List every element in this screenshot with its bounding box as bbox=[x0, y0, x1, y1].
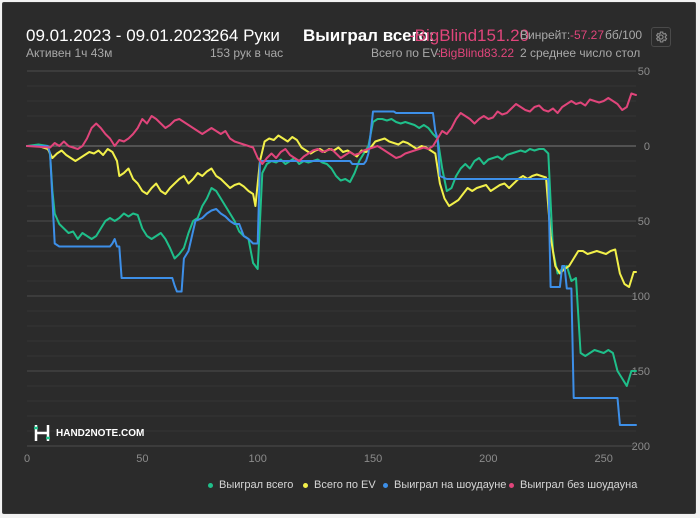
ev-total-value: -BigBlind83.22 bbox=[436, 46, 515, 60]
series-line-1 bbox=[26, 134, 637, 288]
winrate-value: -57.27 bbox=[570, 28, 605, 42]
legend-label: Выиграл на шоудауне bbox=[394, 479, 507, 491]
x-tick-label: 250 bbox=[595, 453, 613, 465]
logo-text: HAND2NOTE.COM bbox=[56, 427, 145, 439]
series-line-0 bbox=[26, 118, 637, 387]
legend-item-no-showdown[interactable]: Выиграл без шоудауна bbox=[509, 478, 637, 492]
logo: HAND2NOTE.COM bbox=[34, 424, 144, 442]
y-tick-label: 50 bbox=[638, 66, 650, 78]
series-line-3 bbox=[26, 92, 637, 165]
y-tick-label: 0 bbox=[644, 141, 650, 153]
logo-icon bbox=[34, 425, 50, 441]
total-won-label: Выиграл всего: bbox=[303, 26, 435, 45]
winrate-label: Винрейт: bbox=[520, 28, 571, 42]
winrate-unit: бб/100 bbox=[605, 28, 643, 42]
series-line-2 bbox=[26, 110, 637, 426]
date-range: 09.01.2023 - 09.01.2023 bbox=[26, 26, 212, 45]
y-tick-label: 50 bbox=[638, 216, 650, 228]
y-tick-label: 150 bbox=[632, 366, 650, 378]
settings-button[interactable] bbox=[651, 27, 671, 47]
x-tick-label: 200 bbox=[479, 453, 497, 465]
graph-panel bbox=[2, 2, 696, 514]
active-time: Активен 1ч 43м bbox=[26, 46, 113, 60]
legend-dot bbox=[208, 482, 213, 488]
legend-item-showdown[interactable]: Выиграл на шоудауне bbox=[383, 478, 506, 492]
hands-count: 264 Руки bbox=[210, 26, 280, 45]
avg-tables: 2 среднее число столов bbox=[520, 46, 640, 60]
x-tick-label: 150 bbox=[364, 453, 382, 465]
total-won-value: -BigBlind151.20 bbox=[409, 26, 530, 45]
x-tick-label: 100 bbox=[249, 453, 267, 465]
y-tick-label: 100 bbox=[632, 291, 650, 303]
x-tick-label: 50 bbox=[136, 453, 148, 465]
x-tick-label: 0 bbox=[24, 453, 30, 465]
legend-label: Выиграл без шоудауна bbox=[520, 479, 638, 491]
legend-dot bbox=[509, 482, 514, 488]
legend-label: Всего по EV bbox=[314, 479, 376, 491]
ev-total-label: Всего по EV: bbox=[371, 46, 442, 60]
y-tick-label: 200 bbox=[632, 441, 650, 453]
hands-per-hour: 153 рук в час bbox=[210, 46, 284, 60]
legend-item-won[interactable]: Выиграл всего bbox=[208, 478, 293, 492]
legend-item-ev[interactable]: Всего по EV bbox=[303, 478, 376, 492]
legend-label: Выиграл всего bbox=[219, 479, 294, 491]
legend-dot bbox=[303, 482, 308, 488]
gear-icon bbox=[655, 31, 668, 43]
legend-dot bbox=[383, 482, 388, 488]
